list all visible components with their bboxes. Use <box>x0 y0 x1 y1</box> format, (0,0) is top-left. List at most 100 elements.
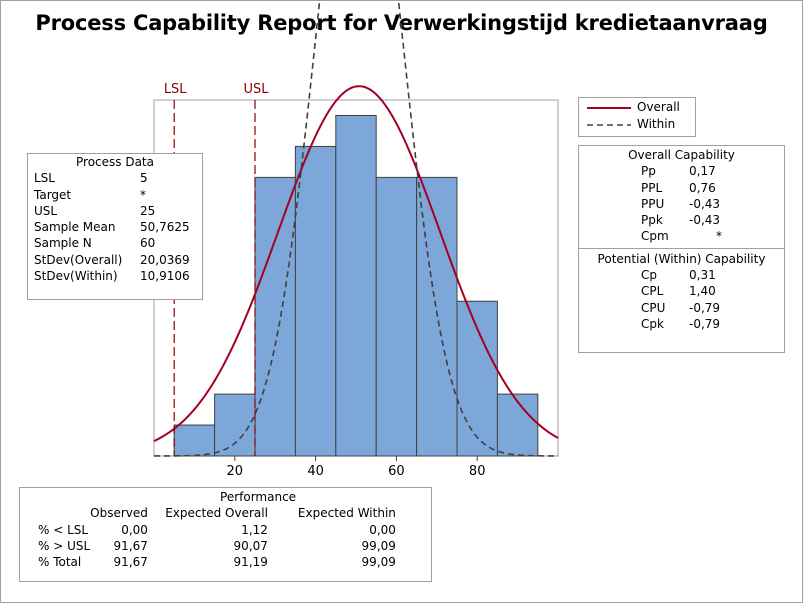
capability-key: Cp <box>641 268 657 283</box>
capability-value: -0,79 <box>689 316 721 331</box>
solid-line-swatch-icon <box>587 106 631 109</box>
perf-row-label: % < LSL <box>38 522 89 537</box>
process-data-key: StDev(Within) <box>34 269 118 284</box>
perf-expected-within: 99,09 <box>361 538 396 553</box>
perf-observed: 91,67 <box>113 538 148 553</box>
legend-label-overall: Overall <box>637 100 680 115</box>
x-tick-label: 20 <box>227 464 244 479</box>
process-data-key: Sample Mean <box>34 220 116 235</box>
process-data-key: Sample N <box>34 236 92 251</box>
capability-row: PPL 0,76 <box>579 180 784 196</box>
process-data-key: Target <box>34 187 72 202</box>
process-data-row: Sample Mean 50,7625 <box>28 219 202 235</box>
capability-value: 1,40 <box>689 284 716 299</box>
capability-value: -0,43 <box>689 213 721 228</box>
normal-curves <box>153 0 559 457</box>
perf-expected-within: 0,00 <box>369 522 396 537</box>
capability-row: Cp 0,31 <box>579 267 784 283</box>
process-data-value: 50,7625 <box>140 220 190 235</box>
capability-row: Pp 0,17 <box>579 163 784 179</box>
process-data-key: LSL <box>34 171 55 186</box>
capability-key: Pp <box>641 164 656 179</box>
capability-key: CPL <box>641 284 664 299</box>
spec-label-lsl: LSL <box>164 82 187 97</box>
capability-box: Overall Capability Pp 0,17 PPL 0,76 PPU -0,43… <box>578 145 785 353</box>
dashed-line-swatch-icon <box>587 123 631 126</box>
capability-key: Ppk <box>641 213 663 228</box>
process-data-row: Target * <box>28 187 202 203</box>
process-data-key: USL <box>34 203 58 218</box>
process-data-row: USL 25 <box>28 203 202 219</box>
process-data-title: Process Data <box>76 155 154 169</box>
legend-label-within: Within <box>637 117 676 132</box>
capability-value: -0,43 <box>689 196 721 211</box>
x-tick-label: 80 <box>469 464 486 479</box>
capability-key: CPU <box>641 300 666 315</box>
process-data-value: * <box>140 187 146 202</box>
capability-value: * <box>716 229 722 244</box>
overall-capability-title: Overall Capability <box>628 148 735 162</box>
legend: Overall Within <box>578 97 696 137</box>
capability-value: 0,76 <box>689 180 716 195</box>
capability-row: Ppk -0,43 <box>579 212 784 228</box>
process-data-row: StDev(Within) 10,9106 <box>28 268 202 284</box>
process-data-key: StDev(Overall) <box>34 252 123 267</box>
normal-curve-within <box>153 0 558 457</box>
histogram-bar <box>254 176 296 457</box>
capability-key: Cpk <box>641 316 664 331</box>
performance-table: Performance Observed Expected Overall Expe… <box>20 489 396 570</box>
process-data-box: Process Data LSL 5 Target * USL 25 Sample Mean… <box>27 153 203 300</box>
histogram-bar <box>214 393 256 457</box>
process-data-value: 20,0369 <box>140 252 190 267</box>
perf-expected-overall: 91,19 <box>233 555 268 570</box>
process-data-value: 25 <box>140 203 156 218</box>
capability-row: Cpm * <box>579 228 784 244</box>
capability-value: 0,17 <box>689 164 716 179</box>
potential-capability-title: Potential (Within) Capability <box>597 251 766 266</box>
histogram-bar <box>335 114 377 457</box>
capability-row: CPL 1,40 <box>579 283 784 299</box>
performance-box: Performance Observed Expected Overall Expe… <box>19 487 432 582</box>
performance-row: % < LSL 0,00 1,12 0,00 <box>20 522 396 538</box>
performance-row: % Total 91,67 91,19 99,09 <box>20 554 396 570</box>
capability-value: 0,31 <box>689 268 716 283</box>
histogram-bar <box>294 145 337 457</box>
x-tick-label: 60 <box>388 464 405 479</box>
performance-row: % > USL 91,67 90,07 99,09 <box>20 538 396 554</box>
capability-row: PPU -0,43 <box>579 196 784 212</box>
process-data-row: StDev(Overall) 20,0369 <box>28 252 202 268</box>
histogram-bar <box>375 176 418 457</box>
capability-row: Cpk -0,79 <box>579 316 784 332</box>
capability-value: -0,79 <box>689 300 721 315</box>
capability-key: Cpm <box>641 229 669 244</box>
spec-label-usl: USL <box>243 82 269 97</box>
process-data-row: LSL 5 <box>28 170 202 186</box>
perf-row-label: % > USL <box>38 538 91 553</box>
process-data-value: 10,9106 <box>140 269 190 284</box>
perf-header-expected-overall: Expected Overall <box>165 506 268 521</box>
perf-expected-overall: 90,07 <box>233 538 268 553</box>
capability-key: PPL <box>641 180 663 195</box>
perf-header-observed: Observed <box>90 506 148 521</box>
performance-title: Performance <box>220 490 297 504</box>
perf-observed: 91,67 <box>113 555 148 570</box>
process-data-value: 60 <box>140 236 156 251</box>
x-axis: 20 40 60 80 <box>227 456 486 479</box>
process-data-row: Sample N 60 <box>28 235 202 251</box>
perf-expected-within: 99,09 <box>361 555 396 570</box>
histogram-bars <box>173 114 539 457</box>
legend-item-within: Within <box>579 116 695 133</box>
legend-item-overall: Overall <box>579 99 695 116</box>
capability-key: PPU <box>641 196 665 211</box>
normal-curve-overall <box>153 85 559 442</box>
histogram-bar <box>496 393 539 457</box>
process-data-value: 5 <box>140 171 148 186</box>
capability-row: CPU -0,79 <box>579 300 784 316</box>
perf-observed: 0,00 <box>121 522 148 537</box>
perf-row-label: % Total <box>38 555 82 570</box>
histogram-bar <box>456 300 498 457</box>
perf-expected-overall: 1,12 <box>241 522 268 537</box>
histogram-bar <box>173 424 216 457</box>
capability-divider: Potential (Within) Capability Cp 0,31 CPL 1… <box>579 247 784 332</box>
